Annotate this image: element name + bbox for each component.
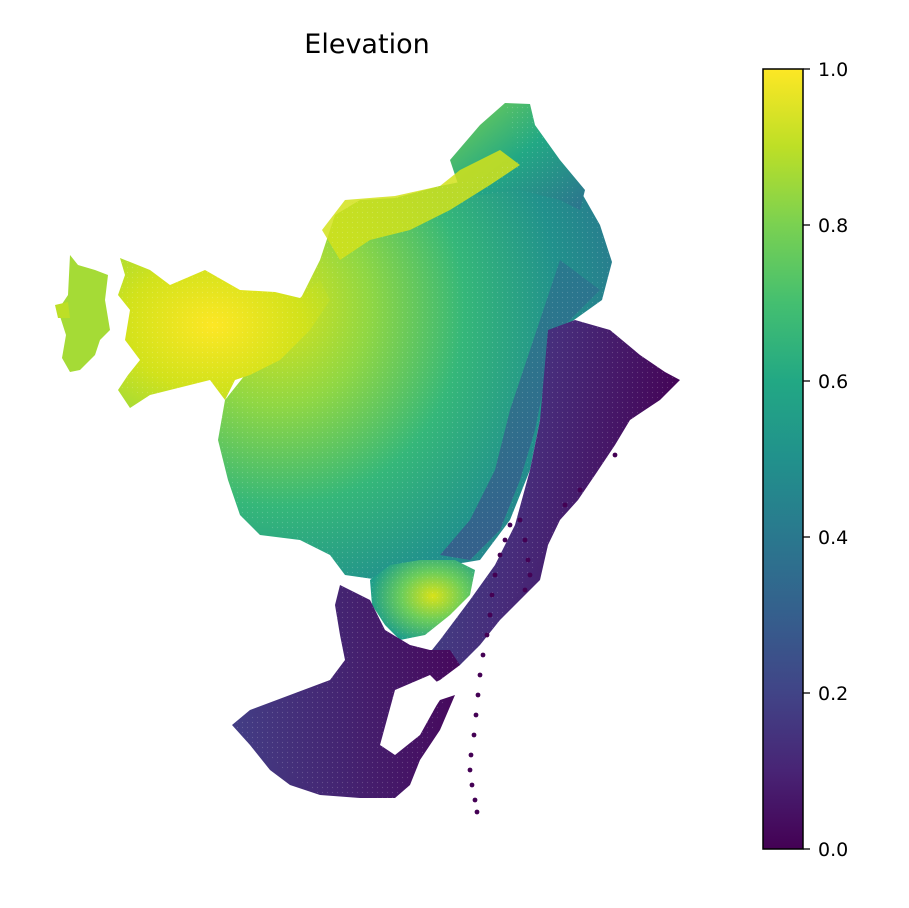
colorbar-gradient [762, 68, 804, 850]
colorbar-tick-label: 0.8 [818, 215, 848, 237]
colorbar: 0.0 0.2 0.4 0.6 0.8 1.0 [762, 59, 848, 861]
region-west-islet-2 [55, 302, 70, 318]
elevation-map [55, 103, 680, 815]
colorbar-tick-label: 0.4 [818, 527, 848, 549]
colorbar-tick-label: 0.2 [818, 683, 848, 705]
region-west-islet [58, 255, 110, 372]
colorbar-tick-label: 0.0 [818, 839, 848, 861]
colorbar-ticks: 0.0 0.2 0.4 0.6 0.8 1.0 [803, 59, 848, 861]
colorbar-tick-label: 1.0 [818, 59, 848, 81]
map-title: Elevation [304, 29, 429, 60]
colorbar-tick-label: 0.6 [818, 371, 848, 393]
map-texture [118, 103, 680, 798]
